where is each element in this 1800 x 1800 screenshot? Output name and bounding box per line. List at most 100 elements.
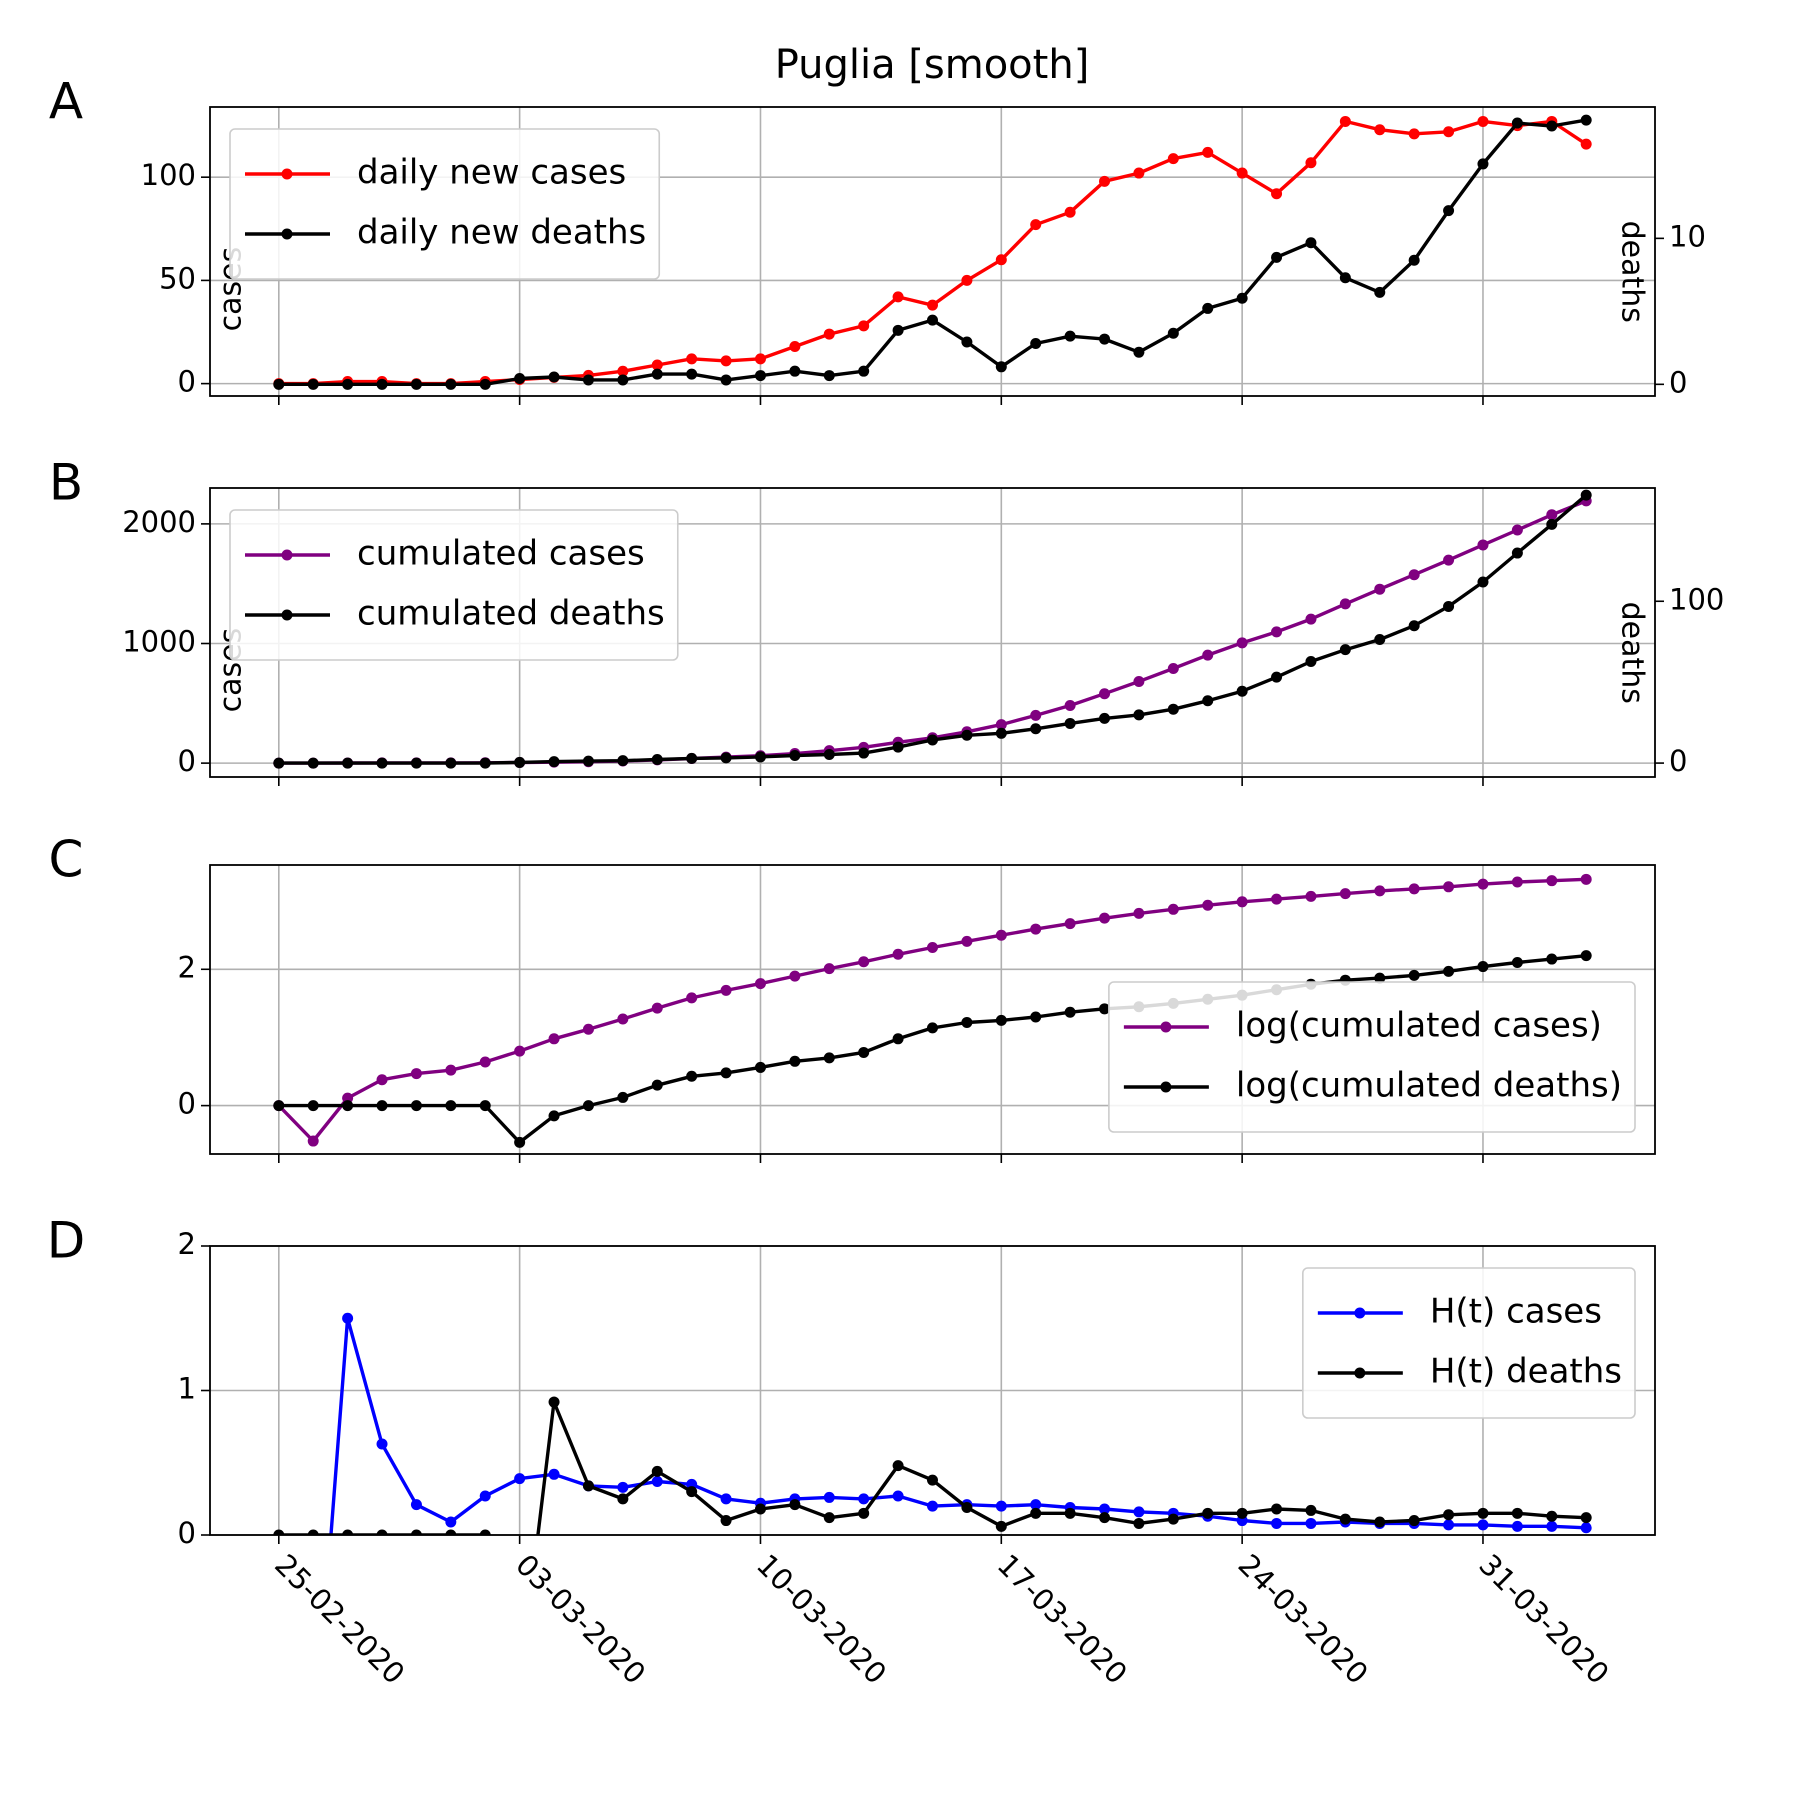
data-point bbox=[1511, 117, 1523, 129]
data-point bbox=[720, 1493, 732, 1505]
data-point bbox=[1030, 1011, 1042, 1023]
data-point bbox=[720, 752, 732, 764]
data-point bbox=[789, 1499, 801, 1511]
data-point bbox=[514, 1681, 525, 1692]
data-point bbox=[548, 756, 560, 768]
data-point bbox=[1099, 1512, 1111, 1524]
data-point bbox=[1133, 676, 1145, 688]
data-point bbox=[1099, 1003, 1111, 1015]
data-point bbox=[1167, 153, 1179, 165]
y-tick-label: 0 bbox=[178, 1516, 196, 1550]
data-point bbox=[376, 378, 388, 390]
data-point bbox=[410, 757, 422, 769]
data-point bbox=[514, 1136, 526, 1148]
data-point bbox=[1099, 333, 1111, 345]
panel-label: A bbox=[49, 73, 83, 131]
data-point bbox=[1133, 1506, 1145, 1518]
data-point bbox=[1305, 157, 1317, 169]
legend: H(t) cases H(t) deaths bbox=[1302, 1267, 1636, 1419]
data-point bbox=[1477, 539, 1489, 551]
x-tick-label: 10-03-2020 bbox=[750, 1548, 893, 1691]
data-point bbox=[927, 299, 938, 311]
y2-tick-label: 10 bbox=[1669, 219, 1706, 253]
legend-box bbox=[229, 509, 679, 661]
data-point bbox=[1030, 337, 1042, 349]
data-point bbox=[651, 1079, 663, 1091]
data-point bbox=[1236, 167, 1248, 179]
data-point bbox=[651, 1465, 663, 1477]
data-point bbox=[1511, 876, 1523, 888]
data-point bbox=[1443, 126, 1455, 138]
data-point bbox=[1167, 903, 1179, 915]
data-point bbox=[995, 727, 1007, 739]
data-point bbox=[789, 749, 801, 761]
data-point bbox=[961, 1016, 973, 1028]
data-point bbox=[892, 1490, 904, 1502]
data-point bbox=[1202, 695, 1214, 707]
legend: daily new cases daily new deaths bbox=[229, 128, 661, 280]
data-point bbox=[1580, 114, 1592, 126]
data-point bbox=[1443, 205, 1455, 217]
data-point bbox=[1271, 1517, 1283, 1529]
plot-area bbox=[273, 489, 1592, 769]
data-point bbox=[961, 274, 973, 286]
data-point bbox=[548, 1110, 560, 1122]
data-point bbox=[1374, 583, 1386, 595]
x-tick-label: 31-03-2020 bbox=[1472, 1548, 1615, 1691]
data-point bbox=[273, 757, 285, 769]
data-point bbox=[754, 353, 766, 365]
data-point bbox=[1305, 655, 1317, 667]
data-point bbox=[961, 1502, 973, 1514]
data-point bbox=[342, 378, 354, 390]
data-point bbox=[582, 1023, 594, 1035]
data-point bbox=[927, 1474, 938, 1486]
data-point bbox=[617, 1013, 629, 1025]
data-point bbox=[1477, 878, 1489, 890]
data-point bbox=[514, 372, 526, 384]
data-point bbox=[1374, 972, 1386, 984]
data-point bbox=[548, 1396, 560, 1408]
data-point bbox=[1546, 1520, 1558, 1532]
data-point bbox=[961, 336, 973, 348]
data-point bbox=[1339, 644, 1351, 656]
data-point bbox=[376, 1100, 388, 1112]
data-point bbox=[1339, 598, 1351, 610]
data-point bbox=[617, 1091, 629, 1103]
x-tick-label: 03-03-2020 bbox=[509, 1548, 652, 1691]
data-point bbox=[720, 374, 732, 386]
data-point bbox=[1477, 1519, 1489, 1531]
data-point bbox=[1271, 1503, 1283, 1515]
legend-marker bbox=[1354, 1307, 1366, 1319]
data-point bbox=[754, 370, 766, 382]
data-point bbox=[514, 1045, 526, 1057]
legend-label: cumulated cases bbox=[357, 534, 645, 574]
data-point bbox=[1305, 1517, 1317, 1529]
data-point bbox=[514, 1473, 526, 1485]
data-point bbox=[1167, 327, 1179, 339]
data-point bbox=[617, 1493, 629, 1505]
data-point bbox=[1408, 128, 1420, 140]
data-point bbox=[1167, 703, 1179, 715]
data-point bbox=[1202, 302, 1214, 314]
y-tick-label: 1000 bbox=[122, 625, 196, 659]
data-point bbox=[445, 1516, 457, 1528]
data-point bbox=[1099, 175, 1111, 187]
data-point bbox=[1580, 1512, 1592, 1524]
data-point bbox=[1374, 633, 1386, 645]
data-point bbox=[1580, 873, 1592, 885]
data-point bbox=[1546, 509, 1558, 521]
data-point bbox=[342, 1100, 354, 1112]
data-point bbox=[858, 747, 870, 759]
data-point bbox=[617, 1481, 629, 1493]
data-point bbox=[823, 749, 835, 761]
data-point bbox=[445, 1064, 457, 1076]
data-point bbox=[1202, 146, 1214, 158]
data-point bbox=[410, 1068, 422, 1080]
legend-box bbox=[1302, 1267, 1636, 1419]
y-tick-label: 1 bbox=[178, 1372, 196, 1406]
data-point bbox=[376, 1074, 388, 1086]
y-tick-label: 2000 bbox=[122, 505, 196, 539]
data-point bbox=[1305, 890, 1317, 902]
data-point bbox=[1580, 138, 1592, 150]
panel-label: C bbox=[49, 831, 84, 889]
